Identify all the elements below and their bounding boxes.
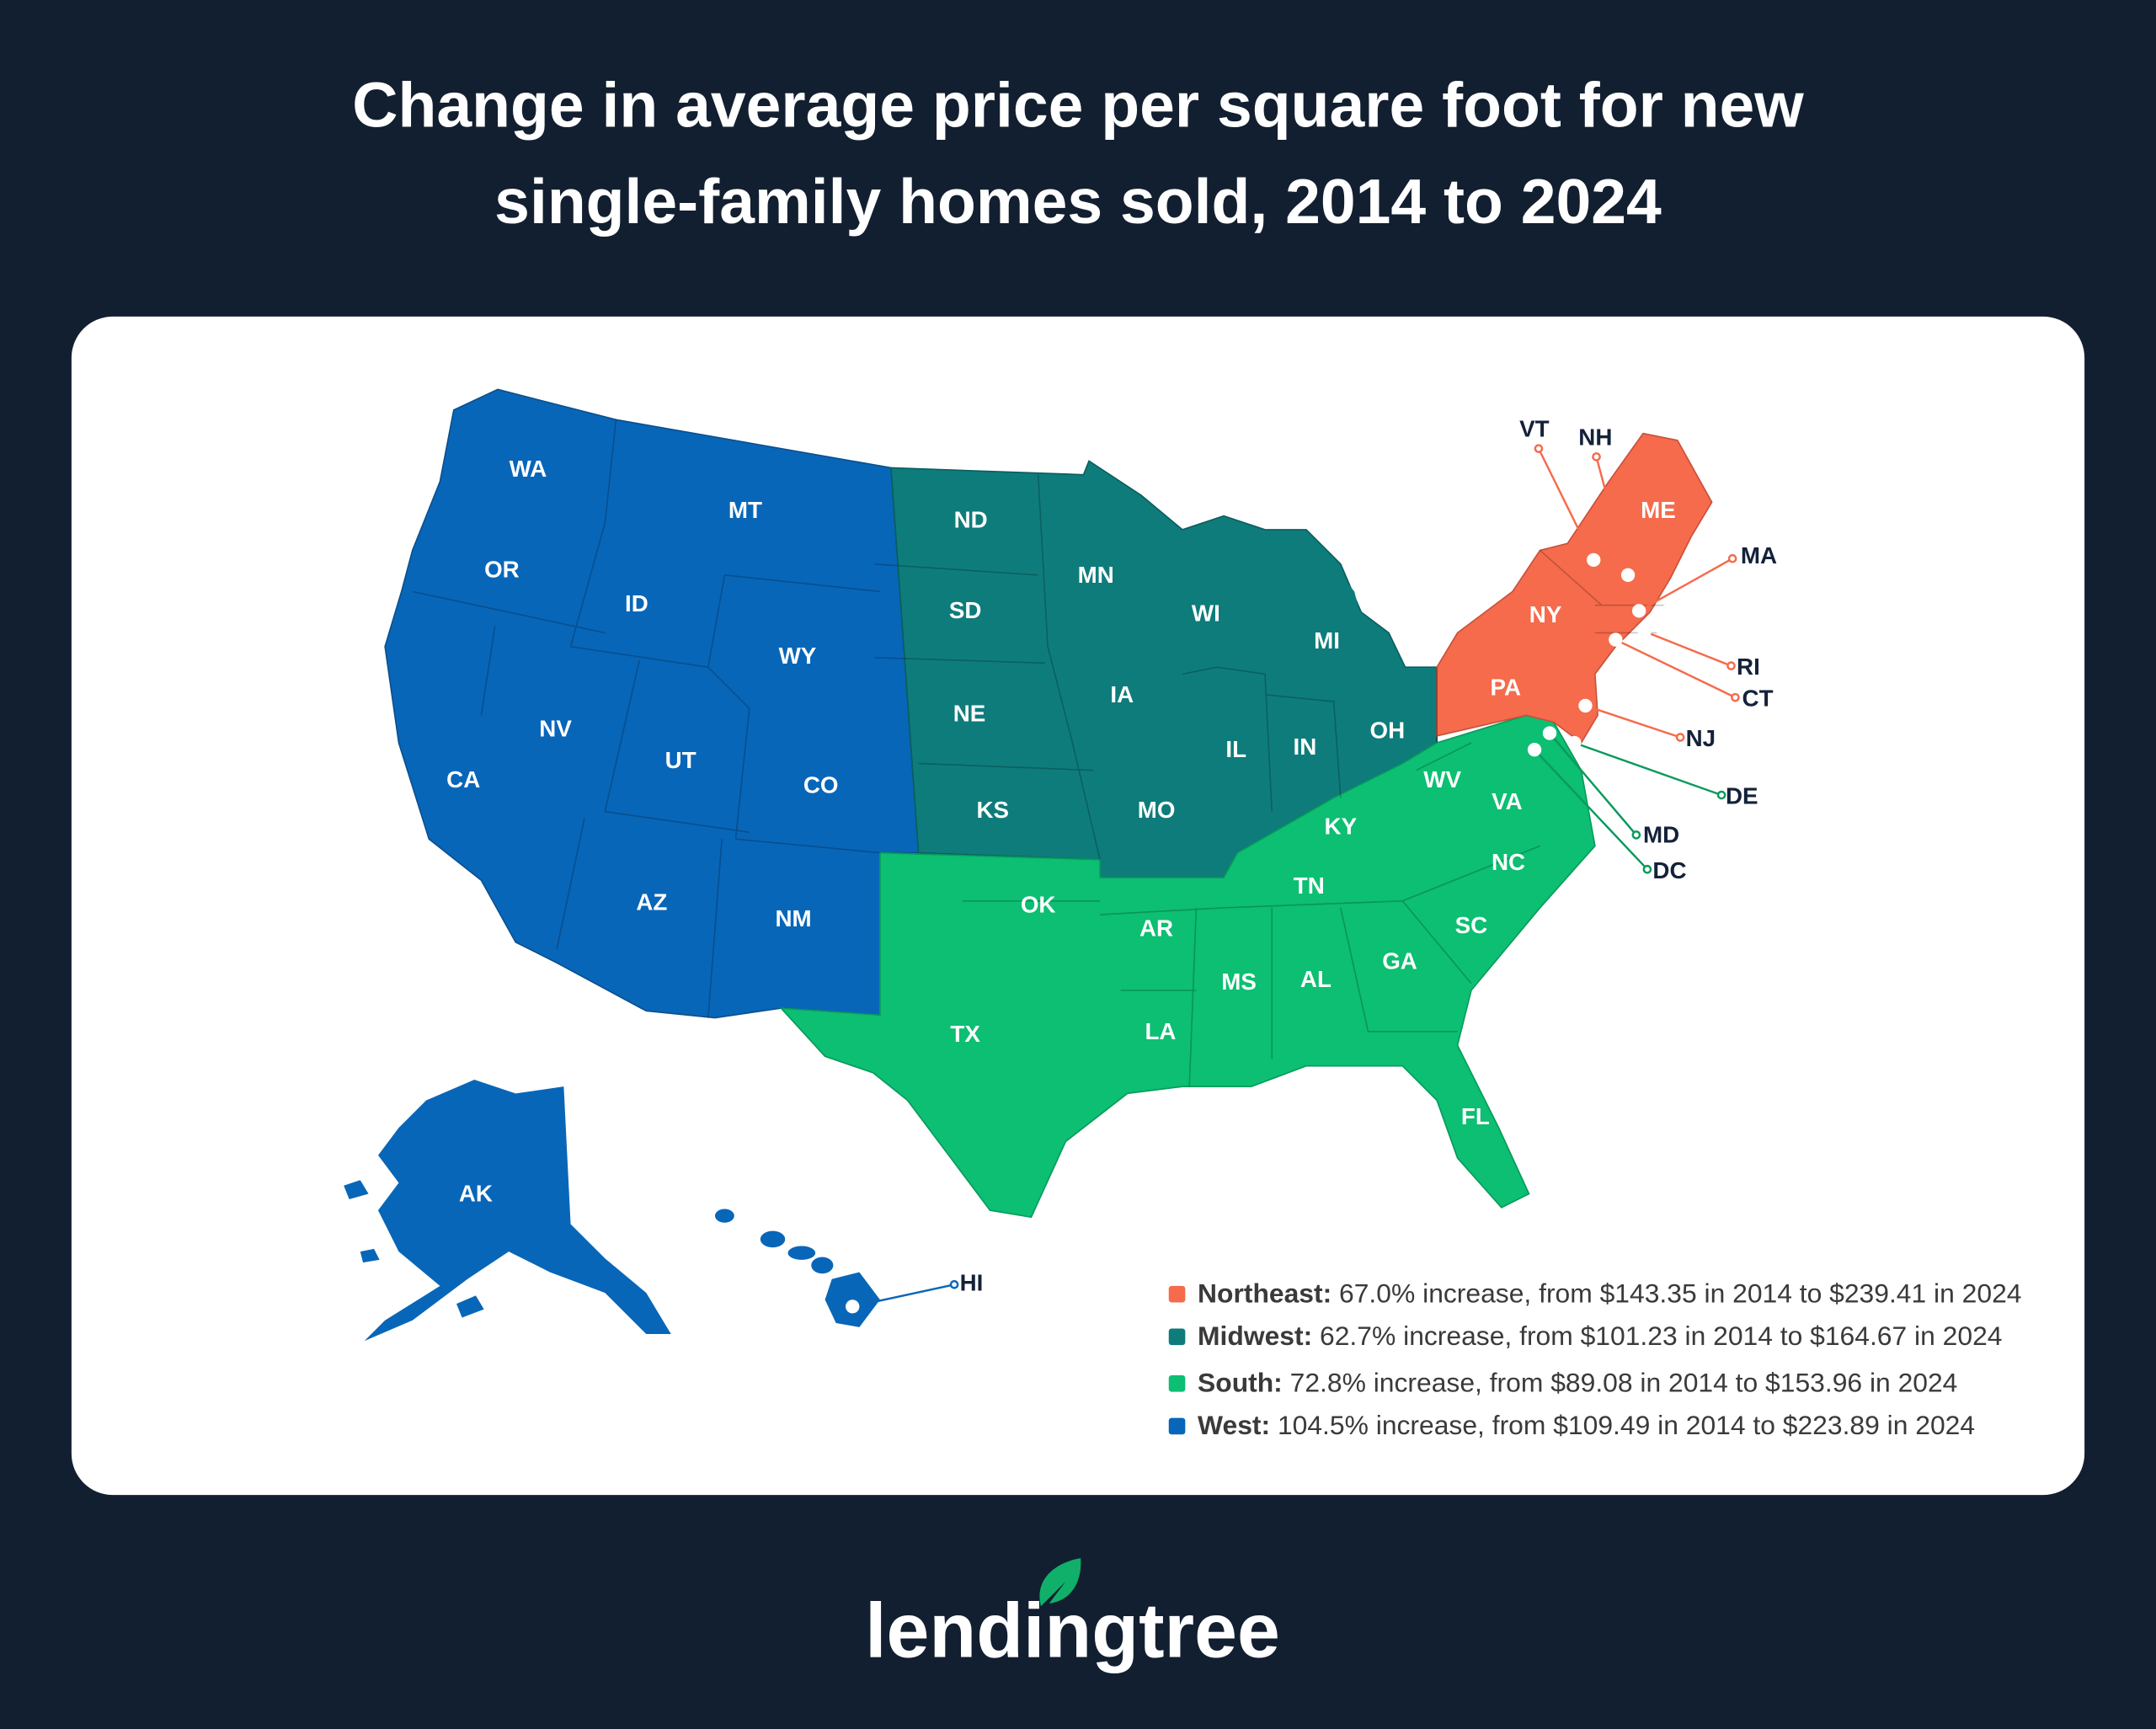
- label-fl: FL: [1461, 1103, 1490, 1129]
- lendingtree-logo: lendingtree: [865, 1558, 1280, 1674]
- legend-swatch-midwest: [1168, 1328, 1186, 1346]
- label-nm: NM: [775, 905, 811, 931]
- label-oh: OH: [1370, 717, 1406, 743]
- legend-swatch-south: [1168, 1375, 1186, 1392]
- label-il: IL: [1225, 736, 1246, 762]
- legend-midwest: Midwest: 62.7% increase, from $101.23 in…: [1198, 1321, 2002, 1351]
- callouts-south: [1527, 726, 1726, 874]
- label-or: OR: [484, 556, 520, 582]
- legend-swatch-west: [1168, 1417, 1186, 1435]
- label-de: DE: [1726, 783, 1758, 809]
- label-ia: IA: [1110, 681, 1134, 707]
- leaf-icon: [1039, 1558, 1081, 1607]
- legend-swatch-northeast: [1168, 1285, 1186, 1303]
- state-labels: WA OR CA NV ID MT WY UT CO AZ NM AK ND S…: [446, 456, 1676, 1206]
- region-northeast: [1436, 432, 1713, 744]
- label-ks: KS: [976, 797, 1009, 823]
- label-ut: UT: [665, 747, 696, 773]
- label-ny: NY: [1529, 601, 1562, 627]
- label-mt: MT: [728, 497, 762, 523]
- label-tn: TN: [1294, 873, 1325, 899]
- label-ne: NE: [953, 701, 986, 727]
- label-vt: VT: [1519, 416, 1550, 442]
- logo-wordmark: lendingtree: [865, 1588, 1280, 1674]
- label-sd: SD: [949, 597, 982, 623]
- label-mn: MN: [1078, 562, 1114, 588]
- label-az: AZ: [636, 889, 667, 915]
- label-al: AL: [1300, 966, 1331, 992]
- label-ct: CT: [1742, 686, 1774, 712]
- label-ok: OK: [1021, 892, 1056, 918]
- label-co: CO: [803, 772, 839, 798]
- legend-west: West: 104.5% increase, from $109.49 in 2…: [1198, 1410, 1975, 1440]
- label-nc: NC: [1492, 849, 1525, 875]
- label-ms: MS: [1221, 969, 1257, 995]
- label-wa: WA: [510, 456, 547, 482]
- label-sc: SC: [1455, 912, 1488, 938]
- title-line-1: Change in average price per square foot …: [352, 70, 1804, 141]
- title-line-2: single-family homes sold, 2014 to 2024: [494, 166, 1662, 237]
- label-id: ID: [625, 590, 648, 616]
- label-dc: DC: [1652, 857, 1686, 883]
- label-wv: WV: [1423, 766, 1461, 792]
- alaska-islands: [344, 1180, 484, 1318]
- label-wi: WI: [1192, 600, 1220, 627]
- state-borders: [412, 419, 1664, 1087]
- legend-south: South: 72.8% increase, from $89.08 in 20…: [1198, 1368, 1957, 1398]
- label-pa: PA: [1491, 675, 1522, 701]
- callout-hawaii: [846, 1279, 959, 1314]
- label-mi: MI: [1314, 627, 1340, 654]
- legend-northeast: Northeast: 67.0% increase, from $143.35 …: [1198, 1278, 2021, 1309]
- label-ga: GA: [1382, 948, 1417, 974]
- label-nv: NV: [539, 716, 572, 742]
- label-md: MD: [1643, 821, 1679, 847]
- label-ar: AR: [1139, 915, 1173, 941]
- label-nj: NJ: [1686, 725, 1716, 751]
- region-midwest-michigan: [1278, 557, 1382, 702]
- label-wy: WY: [779, 643, 817, 669]
- label-ky: KY: [1325, 814, 1358, 840]
- region-south: [779, 714, 1596, 1219]
- callouts-northeast: [1534, 444, 1740, 742]
- label-la: LA: [1145, 1018, 1176, 1044]
- label-ma: MA: [1741, 542, 1777, 568]
- label-nh: NH: [1578, 424, 1612, 451]
- label-tx: TX: [950, 1021, 980, 1047]
- label-hi: HI: [960, 1270, 984, 1296]
- callout-labels: VT NH MA RI CT NJ DE MD DC HI: [960, 416, 1778, 1296]
- legend: Northeast: 67.0% increase, from $143.35 …: [1168, 1278, 2021, 1440]
- label-ca: CA: [446, 766, 480, 792]
- label-va: VA: [1492, 788, 1523, 814]
- label-me: ME: [1641, 497, 1676, 523]
- label-nd: ND: [954, 506, 988, 532]
- label-ak: AK: [459, 1180, 493, 1206]
- label-mo: MO: [1138, 797, 1176, 823]
- label-ri: RI: [1737, 654, 1760, 680]
- label-in: IN: [1294, 734, 1317, 760]
- state-alaska: [364, 1080, 671, 1342]
- state-hawaii: [714, 1209, 880, 1327]
